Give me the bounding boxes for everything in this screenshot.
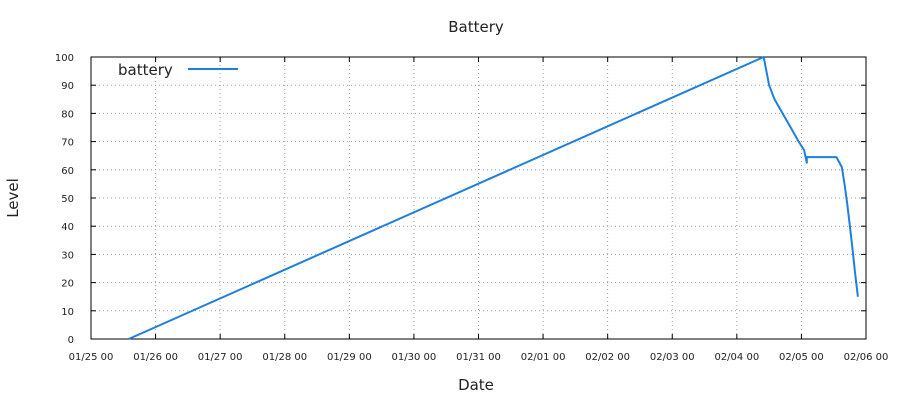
x-tick-label: 02/01 00 xyxy=(521,352,566,363)
x-tick-label: 02/03 00 xyxy=(650,352,695,363)
y-tick-label: 0 xyxy=(68,335,74,346)
x-axis-ticks: 01/25 00 01/26 00 01/27 00 01/28 00 01/29 00… xyxy=(69,57,889,363)
x-tick-label: 01/27 00 xyxy=(198,352,243,363)
legend-label-battery: battery xyxy=(118,61,173,79)
y-tick-label: 100 xyxy=(55,53,74,64)
y-tick-label: 70 xyxy=(61,138,74,149)
x-tick-label: 01/28 00 xyxy=(262,352,307,363)
x-tick-label: 02/06 00 xyxy=(844,352,889,363)
y-tick-label: 10 xyxy=(61,307,74,318)
x-tick-label: 02/04 00 xyxy=(714,352,759,363)
y-tick-label: 90 xyxy=(61,81,74,92)
legend: battery xyxy=(118,61,238,79)
x-tick-label: 01/25 00 xyxy=(69,352,114,363)
y-tick-label: 80 xyxy=(61,109,74,120)
x-tick-label: 01/26 00 xyxy=(133,352,178,363)
series-line-battery xyxy=(128,56,859,340)
series-layer xyxy=(128,56,859,340)
y-tick-label: 20 xyxy=(61,279,74,290)
y-tick-label: 50 xyxy=(61,194,74,205)
y-tick-label: 40 xyxy=(61,222,74,233)
y-tick-label: 60 xyxy=(61,166,74,177)
y-axis-label: Level xyxy=(4,178,22,218)
x-tick-label: 02/02 00 xyxy=(585,352,630,363)
x-tick-label: 01/30 00 xyxy=(392,352,437,363)
x-axis-label: Date xyxy=(458,376,494,394)
x-tick-label: 02/05 00 xyxy=(779,352,824,363)
x-tick-label: 01/29 00 xyxy=(327,352,372,363)
x-tick-label: 01/31 00 xyxy=(456,352,501,363)
y-tick-label: 30 xyxy=(61,250,74,261)
y-axis-ticks: 0 10 20 30 40 50 60 70 80 90 100 xyxy=(55,53,866,346)
grid-lines xyxy=(91,57,866,339)
chart-title: Battery xyxy=(448,18,504,36)
